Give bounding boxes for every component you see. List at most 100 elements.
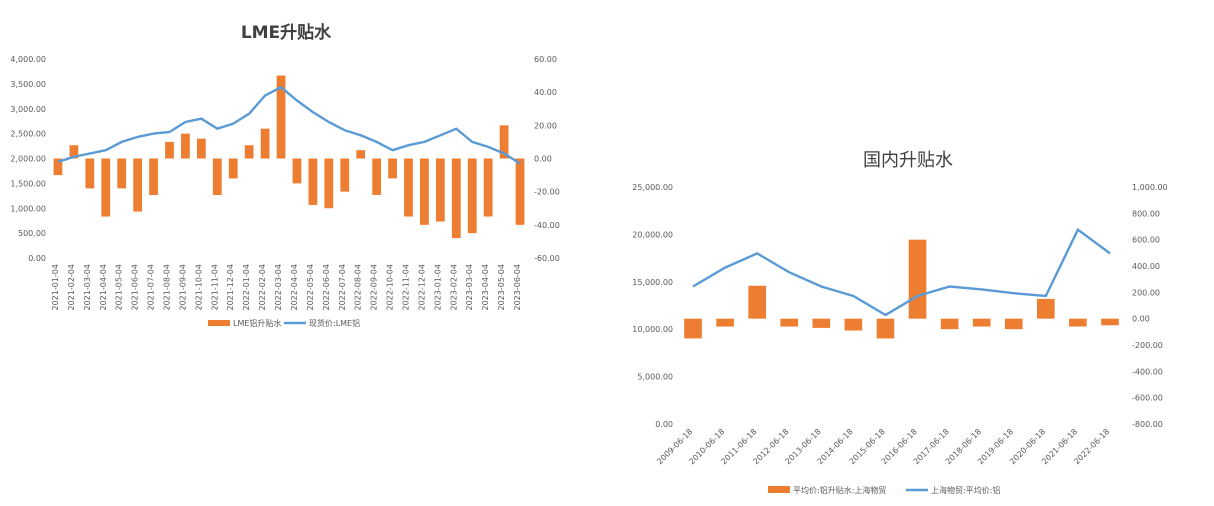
lme-x-tick-label: 2023-04-04 [481, 264, 490, 311]
cn-bar [1101, 318, 1119, 326]
lme-right-tick-label: -60.00 [534, 254, 560, 263]
lme-x-tick-label: 2022-09-04 [370, 264, 379, 311]
lme-bar [308, 158, 318, 205]
cn-bar [908, 239, 927, 319]
lme-x-tick-label: 2022-12-04 [417, 264, 426, 311]
lme-bar [133, 158, 143, 212]
cn-right-tick-label: -400.00 [1132, 367, 1163, 376]
lme-x-tick-label: 2023-02-04 [449, 264, 458, 311]
lme-legend-bar-swatch [208, 320, 230, 326]
lme-bar [117, 158, 127, 189]
cn-right-tick-label: 800.00 [1132, 209, 1160, 218]
lme-bar [85, 158, 95, 189]
lme-x-tick-label: 2022-05-04 [306, 264, 315, 311]
lme-bar [149, 158, 158, 195]
lme-right-tick-label: -20.00 [534, 188, 560, 197]
lme-x-tick-label: 2021-04-04 [99, 264, 108, 311]
lme-bar [404, 158, 413, 217]
cn-bar [780, 318, 799, 327]
lme-right-tick-label: 40.00 [534, 88, 557, 97]
cn-right-tick-label: -800.00 [1132, 420, 1163, 429]
lme-right-tick-label: -40.00 [534, 221, 560, 230]
lme-x-tick-label: 2022-10-04 [386, 264, 395, 311]
lme-x-tick-label: 2023-06-04 [513, 264, 522, 311]
lme-left-tick-label: 3,500.00 [10, 80, 46, 89]
cn-right-tick-label: -200.00 [1132, 341, 1163, 350]
lme-x-tick-label: 2021-02-04 [67, 264, 76, 311]
lme-bar [244, 145, 254, 159]
lme-bar [228, 158, 238, 179]
lme-x-tick-label: 2022-11-04 [402, 264, 411, 311]
cn-left-tick-label: 15,000.00 [632, 278, 673, 287]
lme-bar [260, 128, 270, 159]
lme-legend-line-label: 现货价:LME铝 [309, 318, 360, 328]
cn-right-tick-label: 1,000.00 [1132, 183, 1168, 192]
cn-left-tick-label: 0.00 [655, 420, 673, 429]
lme-x-tick-label: 2021-01-04 [51, 264, 60, 311]
lme-x-tick-label: 2022-07-04 [338, 264, 347, 311]
lme-bar [372, 158, 382, 195]
lme-bar [165, 141, 174, 159]
lme-x-tick-label: 2022-06-04 [322, 264, 331, 311]
lme-x-tick-label: 2021-05-04 [115, 264, 124, 311]
cn-bar [1004, 318, 1023, 330]
lme-bar [515, 158, 525, 225]
lme-bar [276, 75, 286, 159]
cn-right-tick-label: 200.00 [1132, 288, 1160, 297]
domestic-legend-bar-swatch [768, 486, 790, 493]
lme-x-tick-label: 2021-09-04 [178, 264, 187, 311]
cn-left-tick-label: 5,000.00 [637, 373, 673, 382]
lme-bar [324, 158, 334, 209]
lme-bar [340, 158, 350, 192]
lme-bar [53, 158, 63, 176]
cn-left-tick-label: 20,000.00 [632, 230, 673, 239]
lme-right-tick-label: 60.00 [534, 55, 557, 64]
lme-bar [69, 145, 79, 159]
lme-left-tick-label: 1,000.00 [10, 204, 46, 213]
cn-right-tick-label: 0.00 [1132, 315, 1150, 324]
lme-x-tick-label: 2021-07-04 [147, 264, 156, 311]
cn-left-tick-label: 25,000.00 [632, 183, 673, 192]
lme-bar [181, 133, 190, 159]
lme-bar [101, 158, 111, 217]
cn-right-tick-label: 600.00 [1132, 236, 1160, 245]
lme-left-tick-label: 0.00 [28, 254, 46, 263]
lme-x-tick-label: 2023-05-04 [497, 264, 506, 311]
lme-x-tick-label: 2022-02-04 [258, 264, 267, 311]
domestic-spread-chart: 国内升贴水 0.00 5,000.00 10,000.00 15,000.00 20,0… [632, 150, 1168, 495]
lme-x-tick-label: 2022-01-04 [242, 264, 251, 311]
lme-price-line [57, 85, 521, 165]
lme-bar [499, 125, 509, 159]
lme-x-tick-label: 2021-10-04 [194, 264, 203, 311]
cn-bar [812, 318, 831, 328]
domestic-legend: 平均价:铝升贴水:上海物贸 上海物贸:平均价:铝 [768, 485, 1000, 495]
lme-bar [483, 158, 493, 217]
lme-bar [212, 158, 222, 195]
lme-right-tick-label: 20.00 [534, 121, 557, 130]
cn-bar [972, 318, 991, 327]
lme-left-tick-label: 3,000.00 [10, 105, 46, 114]
domestic-legend-bar-label: 平均价:铝升贴水:上海物贸 [793, 485, 886, 495]
lme-spread-chart: LME升贴水 0.00 500.00 1,000.00 1,500.00 2,000.0… [10, 22, 560, 328]
cn-bar [844, 318, 863, 331]
lme-left-tick-label: 1,500.00 [10, 179, 46, 188]
domestic-chart-title: 国内升贴水 [863, 150, 953, 171]
lme-x-tick-label: 2023-03-04 [465, 264, 474, 311]
lme-x-tick-label: 2021-08-04 [163, 264, 172, 311]
domestic-price-line [692, 227, 1111, 317]
lme-x-tick-label: 2021-12-04 [226, 264, 235, 311]
lme-x-tick-label: 2022-08-04 [354, 264, 363, 311]
cn-bar [748, 285, 766, 319]
lme-bar [356, 150, 366, 159]
lme-legend: LME铝升贴水 现货价:LME铝 [208, 318, 360, 328]
lme-legend-bar-label: LME铝升贴水 [233, 318, 281, 328]
lme-bar [292, 158, 302, 184]
lme-x-tick-label: 2021-03-04 [83, 264, 92, 311]
lme-bar [451, 158, 461, 239]
cn-right-tick-label: 400.00 [1132, 262, 1160, 271]
cn-left-tick-label: 10,000.00 [632, 325, 673, 334]
cn-bar [876, 318, 895, 339]
lme-left-tick-label: 4,000.00 [10, 55, 46, 64]
lme-left-tick-label: 2,500.00 [10, 130, 46, 139]
lme-x-tick-label: 2022-03-04 [274, 264, 283, 311]
